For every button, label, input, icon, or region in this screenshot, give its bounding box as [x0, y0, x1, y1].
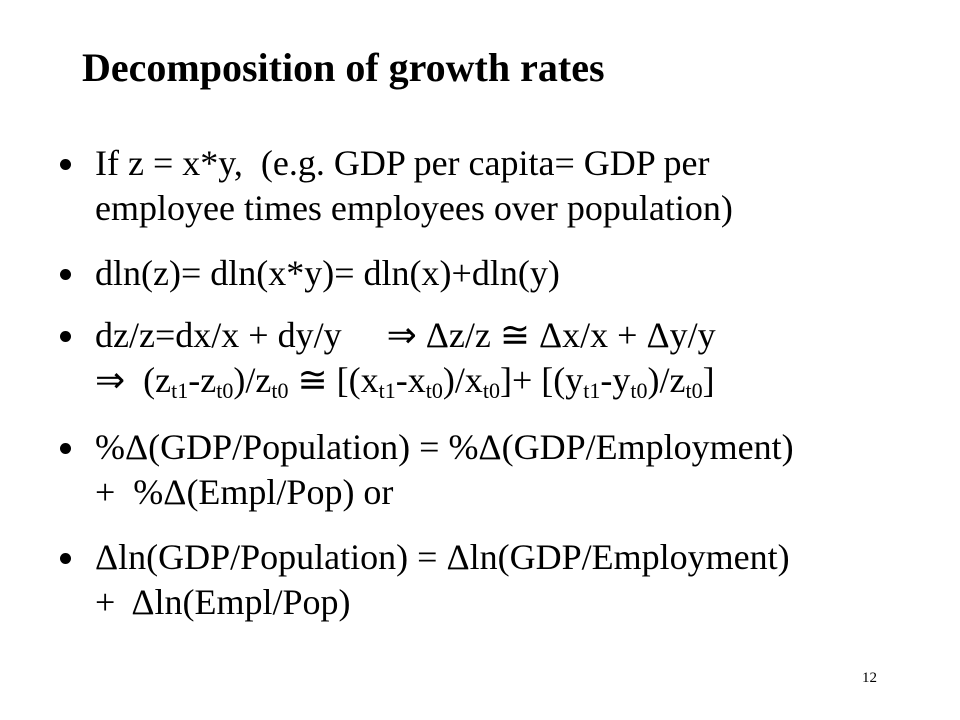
text-run: + %Δ(Empl/Pop) or [95, 472, 394, 512]
bullet-line: ⇒ (zt1-zt0)/zt0 ≅ [(xt1-xt0)/xt0]+ [(yt1… [95, 360, 715, 403]
text-run: -y [600, 360, 631, 400]
text-run: ]+ [(y [499, 360, 584, 400]
bullet-line: dz/z=dx/x + dy/y ⇒ Δz/z ≅ Δx/x + Δy/y [95, 315, 716, 355]
text-run: )/z [233, 360, 272, 400]
text-run: )/x [442, 360, 483, 400]
text-run: -x [395, 360, 426, 400]
text-run: ⇒ (z [95, 360, 172, 400]
subscript: t0 [630, 378, 648, 403]
bullet-line: %Δ(GDP/Population) = %Δ(GDP/Employment) [95, 427, 794, 467]
text-run: Δln(GDP/Population) = Δln(GDP/Employment… [95, 537, 790, 577]
text-run: -z [188, 360, 217, 400]
subscript: t1 [378, 378, 396, 403]
page-number: 12 [862, 670, 877, 686]
bullet-line: + Δln(Empl/Pop) [95, 582, 350, 622]
text-run: dln(z)= dln(x*y)= dln(x)+dln(y) [95, 253, 560, 293]
subscript: t0 [685, 378, 703, 403]
bullet-line: employee times employees over population… [95, 188, 733, 228]
text-run: If z = x*y, (e.g. GDP per capita= GDP pe… [95, 143, 710, 183]
subscript: t1 [171, 378, 189, 403]
bullet-line: dln(z)= dln(x*y)= dln(x)+dln(y) [95, 253, 560, 293]
text-run: ] [702, 360, 715, 400]
text-run: )/z [647, 360, 686, 400]
text-run: %Δ(GDP/Population) = %Δ(GDP/Employment) [95, 427, 794, 467]
text-run: dz/z=dx/x + dy/y ⇒ Δz/z ≅ Δx/x + Δy/y [95, 315, 716, 355]
bullet-dot [60, 159, 71, 170]
subscript: t0 [425, 378, 443, 403]
slide-title: Decomposition of growth rates [82, 45, 605, 90]
bullet-dot [60, 331, 71, 342]
bullet-line: + %Δ(Empl/Pop) or [95, 472, 393, 512]
text-run: employee times employees over population… [95, 188, 733, 228]
text-run: ≅ [(x [288, 360, 379, 400]
bullet-line: If z = x*y, (e.g. GDP per capita= GDP pe… [95, 143, 709, 183]
subscript: t0 [482, 378, 500, 403]
bullet-dot [60, 269, 71, 280]
text-run: + Δln(Empl/Pop) [95, 582, 351, 622]
subscript: t1 [583, 378, 601, 403]
bullet-dot [60, 553, 71, 564]
bullet-dot [60, 443, 71, 454]
subscript: t0 [271, 378, 289, 403]
bullet-line: Δln(GDP/Population) = Δln(GDP/Employment… [95, 537, 790, 577]
subscript: t0 [216, 378, 234, 403]
